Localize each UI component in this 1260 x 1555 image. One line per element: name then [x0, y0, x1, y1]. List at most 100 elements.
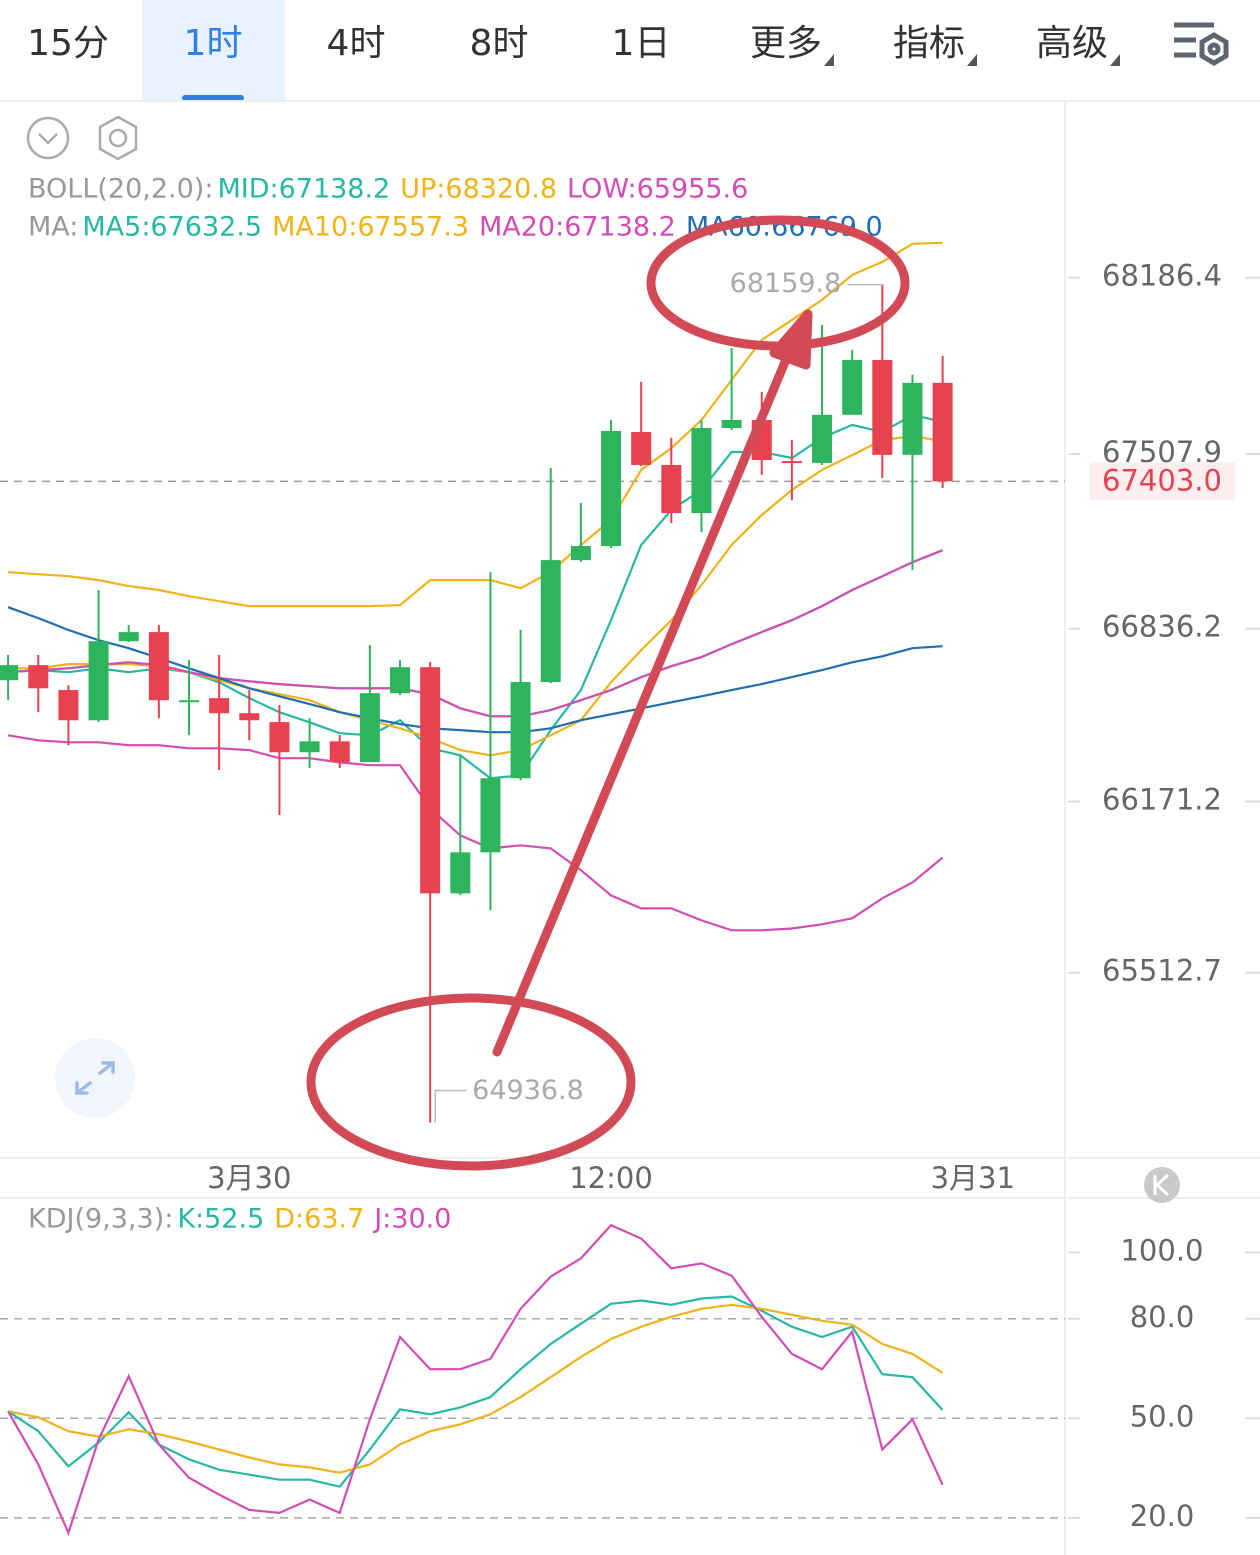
candle-body — [480, 778, 501, 853]
candle — [570, 502, 591, 562]
tab[interactable]: 15分 — [27, 23, 109, 64]
y-tick-label: 66836.2 — [1102, 610, 1222, 644]
candle-body — [390, 667, 411, 694]
x-tick-label: 3月30 — [207, 1161, 291, 1195]
legend-item: K:52.5 — [177, 1204, 264, 1235]
y-tick-label: 66171.2 — [1102, 783, 1222, 817]
candle — [631, 381, 652, 467]
y-tick-label: 20.0 — [1130, 1499, 1195, 1533]
timeframe-tabs: 15分 1时 4时 8时 1日 更多 指标 高级 — [27, 0, 1120, 101]
candle-body — [691, 428, 712, 514]
tab[interactable]: 更多 — [750, 23, 834, 66]
candle — [179, 660, 200, 736]
candle — [0, 654, 19, 701]
tab-label: 15分 — [27, 23, 109, 64]
tab-indicator — [182, 95, 244, 101]
candle — [480, 572, 501, 911]
legend-title: MA: — [28, 212, 78, 243]
candle-body — [28, 665, 49, 689]
tab-label: 更多 — [750, 23, 822, 64]
candle-body — [781, 461, 802, 464]
candle-body — [58, 690, 79, 721]
candle — [842, 349, 863, 415]
candle — [721, 347, 742, 430]
tab[interactable]: 8时 — [470, 23, 529, 64]
tab[interactable]: 4时 — [327, 23, 386, 64]
candle — [450, 755, 471, 896]
candle-body — [812, 414, 833, 463]
legend-item: UP:68320.8 — [400, 174, 557, 205]
candle-body — [932, 382, 953, 482]
candle — [118, 625, 139, 642]
y-tick-label: 68186.4 — [1102, 259, 1222, 293]
k-button[interactable] — [1144, 1167, 1180, 1203]
candle — [691, 419, 712, 533]
candle — [88, 590, 109, 723]
candle-body — [299, 741, 320, 753]
y-tick-label: 80.0 — [1130, 1300, 1195, 1334]
max-label: 68159.8 — [730, 268, 842, 299]
candle-body — [721, 419, 742, 429]
tab-label: 8时 — [470, 23, 529, 64]
candle-body — [148, 632, 169, 701]
last-price-label: 67403.0 — [1102, 463, 1222, 497]
main-chart: 68186.467507.966836.266171.265512.767403… — [0, 174, 1260, 1195]
tab-label: 1时 — [184, 23, 243, 64]
x-tick-label: 12:00 — [569, 1161, 653, 1195]
candle-body — [570, 546, 591, 561]
dropdown-caret — [824, 54, 834, 66]
candle-body — [88, 641, 109, 721]
hand-drawn-annotation — [306, 215, 910, 1171]
legend-title: BOLL(20,2.0): — [28, 174, 213, 205]
candle — [239, 690, 260, 741]
dropdown-caret — [967, 54, 977, 66]
candle-body — [420, 667, 441, 894]
candle — [148, 625, 169, 719]
tab-label: 指标 — [893, 23, 965, 64]
candle-body — [118, 632, 139, 642]
candle — [540, 467, 561, 684]
tab-label: 1日 — [612, 23, 671, 64]
candle — [390, 660, 411, 696]
legend-item: J:30.0 — [372, 1204, 451, 1235]
kdj-line — [7, 1223, 944, 1536]
legend-item: MA10:67557.3 — [272, 212, 469, 243]
tab[interactable]: 指标 — [893, 23, 977, 66]
candle-body — [872, 359, 893, 455]
candle — [58, 685, 79, 746]
indicator-settings-icon[interactable] — [98, 115, 138, 161]
tab[interactable]: 高级 — [1036, 23, 1120, 66]
candle — [28, 654, 49, 713]
candle — [209, 654, 230, 771]
candle — [932, 355, 953, 489]
indicator-line — [7, 734, 944, 932]
candle-body — [359, 693, 380, 763]
candle-body — [902, 382, 923, 455]
kdj-chart: 100.0 80.0 50.0 20.0 KDJ(9,3,3): K:52.5 D:63.7… — [0, 1204, 1260, 1536]
candle-body — [540, 560, 561, 683]
tab[interactable]: 1时 — [142, 0, 285, 101]
candle — [902, 374, 923, 570]
candle-body — [450, 852, 471, 894]
candle-body — [329, 741, 350, 763]
tab[interactable]: 1日 — [612, 23, 671, 64]
y-tick-label: 50.0 — [1130, 1399, 1195, 1433]
legend-item: MA5:67632.5 — [82, 212, 262, 243]
candle-body — [239, 713, 260, 721]
fullscreen-button[interactable] — [55, 1038, 135, 1118]
candle — [601, 419, 622, 549]
legend-item: D:63.7 — [274, 1204, 364, 1235]
collapse-icon[interactable] — [26, 116, 70, 160]
legend-item: MID:67138.2 — [217, 174, 390, 205]
min-label: 64936.8 — [472, 1075, 584, 1106]
settings-icon[interactable] — [1174, 22, 1229, 66]
last-price-box — [1090, 462, 1235, 501]
candle — [812, 324, 833, 465]
candle — [269, 705, 290, 816]
candle-body — [0, 665, 19, 681]
tab-highlight — [142, 0, 285, 101]
legend-item: LOW:65955.6 — [567, 174, 748, 205]
kdj-line — [7, 1303, 944, 1474]
candle — [329, 735, 350, 769]
